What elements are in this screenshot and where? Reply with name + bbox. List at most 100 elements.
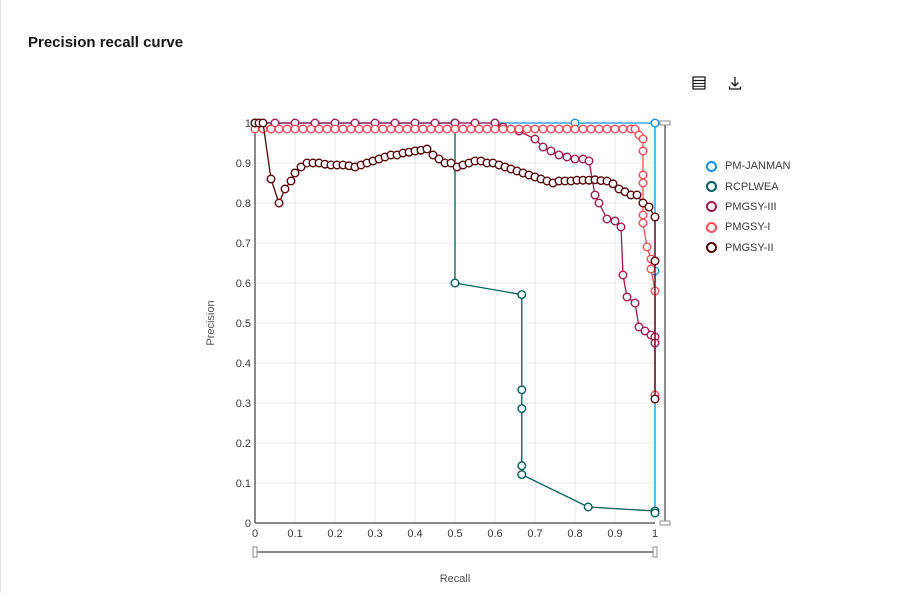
data-point bbox=[650, 256, 660, 266]
data-point bbox=[428, 150, 438, 160]
data-point bbox=[638, 146, 648, 156]
data-point bbox=[514, 124, 524, 134]
axes bbox=[254, 123, 655, 524]
data-point bbox=[458, 124, 468, 134]
legend-item[interactable]: RCPLWEA bbox=[706, 176, 790, 196]
data-point bbox=[650, 118, 660, 128]
data-point bbox=[594, 198, 604, 208]
data-point bbox=[622, 292, 632, 302]
data-point bbox=[638, 170, 648, 180]
data-point bbox=[554, 124, 564, 134]
data-point bbox=[618, 270, 628, 280]
data-point bbox=[638, 218, 648, 228]
x-tick-label: 1 bbox=[652, 528, 658, 540]
zoom-bars bbox=[252, 120, 671, 558]
data-point bbox=[330, 124, 340, 134]
data-point bbox=[362, 124, 372, 134]
y-tick-label: 0 bbox=[245, 518, 251, 530]
download-glyph bbox=[728, 77, 742, 90]
data-point bbox=[522, 124, 532, 134]
legend-item[interactable]: PMGSY-II bbox=[706, 238, 790, 258]
data-point bbox=[517, 461, 527, 471]
data-point bbox=[390, 118, 400, 128]
data-point bbox=[402, 124, 412, 134]
data-point bbox=[258, 118, 268, 128]
data-point bbox=[470, 118, 480, 128]
legend-swatch bbox=[706, 242, 717, 254]
data-point bbox=[530, 134, 540, 144]
x-zoom-handle-end bbox=[652, 546, 658, 558]
data-point bbox=[562, 152, 572, 162]
data-point bbox=[640, 326, 650, 336]
data-point bbox=[298, 124, 308, 134]
data-point bbox=[474, 124, 484, 134]
table-view-glyph bbox=[692, 76, 706, 90]
data-point bbox=[274, 124, 284, 134]
data-point bbox=[517, 385, 527, 395]
download-icon[interactable] bbox=[726, 74, 744, 92]
data-point bbox=[638, 178, 648, 188]
data-point bbox=[546, 146, 556, 156]
y-tick-label: 0.3 bbox=[236, 398, 251, 410]
data-point bbox=[594, 124, 604, 134]
x-tick-label: 0.6 bbox=[487, 528, 502, 540]
data-point bbox=[314, 124, 324, 134]
data-point bbox=[490, 124, 500, 134]
data-point bbox=[306, 124, 316, 134]
data-point bbox=[650, 394, 660, 404]
data-point bbox=[517, 404, 527, 414]
data-point bbox=[642, 242, 652, 252]
series-layer bbox=[250, 118, 660, 518]
data-point bbox=[583, 502, 593, 512]
data-point bbox=[530, 124, 540, 134]
data-point bbox=[482, 124, 492, 134]
data-point bbox=[286, 176, 296, 186]
legend-item[interactable]: PM-JANMAN bbox=[706, 156, 790, 176]
legend-label: PM-JANMAN bbox=[725, 160, 791, 173]
data-point bbox=[422, 144, 432, 154]
legend-label: RCPLWEA bbox=[725, 180, 779, 193]
legend-label: PMGSY-III bbox=[725, 200, 777, 213]
data-point bbox=[650, 212, 660, 222]
data-point bbox=[610, 216, 620, 226]
x-tick-label: 0.7 bbox=[527, 528, 542, 540]
data-point bbox=[270, 118, 280, 128]
data-point bbox=[426, 124, 436, 134]
legend-swatch bbox=[706, 221, 717, 233]
data-point bbox=[630, 298, 640, 308]
x-axis-label: Recall bbox=[440, 573, 471, 585]
data-point bbox=[644, 202, 654, 212]
y-tick-label: 0.5 bbox=[236, 318, 251, 330]
data-point bbox=[616, 222, 626, 232]
data-point bbox=[280, 184, 290, 194]
data-point bbox=[570, 124, 580, 134]
data-point bbox=[586, 124, 596, 134]
x-tick-label: 0.4 bbox=[407, 528, 422, 540]
data-point bbox=[506, 124, 516, 134]
data-point bbox=[602, 124, 612, 134]
y-tick-label: 0.2 bbox=[236, 438, 251, 450]
data-point bbox=[418, 124, 428, 134]
data-point bbox=[450, 124, 460, 134]
y-tick-label: 0.8 bbox=[236, 198, 251, 210]
data-point bbox=[634, 322, 644, 332]
data-point bbox=[638, 134, 648, 144]
legend-item[interactable]: PMGSY-III bbox=[706, 197, 790, 217]
data-point bbox=[632, 190, 642, 200]
data-point bbox=[538, 142, 548, 152]
y-tick-label: 0.7 bbox=[236, 238, 251, 250]
data-point bbox=[290, 168, 300, 178]
x-zoom-handle-start bbox=[252, 546, 258, 558]
table-view-icon[interactable] bbox=[690, 74, 708, 92]
x-tick-label: 0.5 bbox=[447, 528, 462, 540]
legend-item[interactable]: PMGSY-I bbox=[706, 217, 790, 237]
data-point bbox=[517, 290, 527, 300]
data-point bbox=[274, 198, 284, 208]
data-point bbox=[394, 124, 404, 134]
legend-swatch bbox=[706, 201, 717, 213]
data-point bbox=[442, 124, 452, 134]
data-point bbox=[446, 158, 456, 168]
data-point bbox=[554, 150, 564, 160]
